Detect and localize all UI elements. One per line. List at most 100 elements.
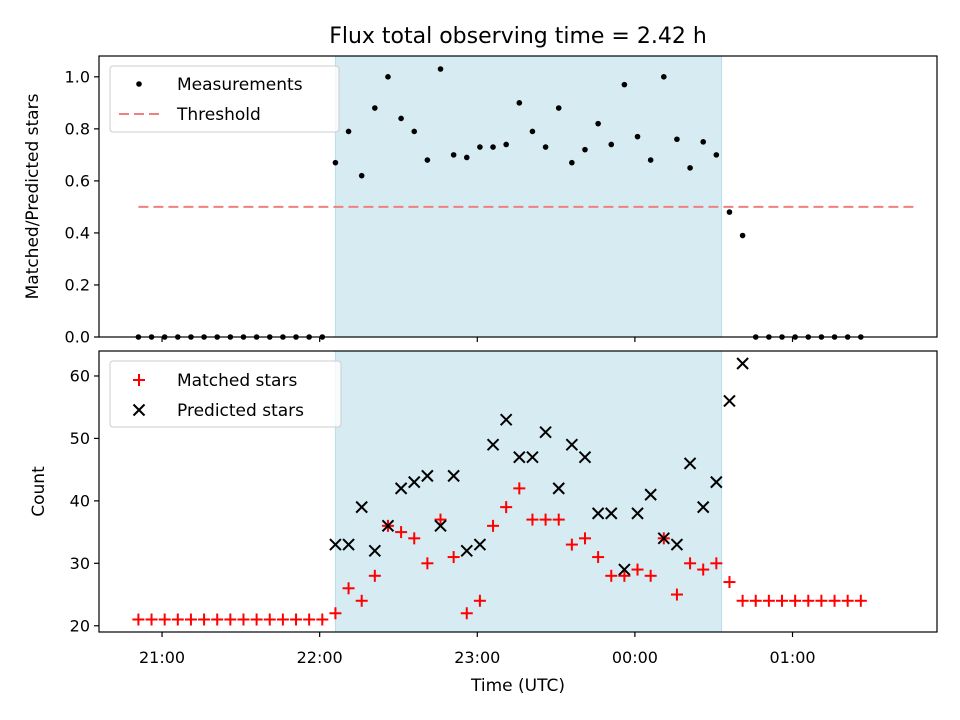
predicted-star-point [342,538,355,551]
matched-star-point [684,557,697,570]
axis-ticks-bottom: 20 30 40 50 60 21:00 22:00 23:00 00:00 01:00 [70,366,816,667]
matched-star-point [158,613,171,626]
predicted-star-point [552,482,565,495]
matched-star-point [526,513,539,526]
matched-star-point [618,569,631,582]
measurement-point [726,209,733,215]
legend-label-matched: Matched stars [177,371,297,391]
matched-star-point [841,594,854,607]
measurement-point [739,232,746,239]
matched-star-point [513,482,526,495]
measurement-point [634,133,641,140]
matched-star-point [605,569,618,582]
matched-star-point [184,613,197,626]
matched-star-point [250,613,263,626]
matched-star-point [723,576,736,589]
predicted-star-point [605,507,618,520]
y-tick-label: 30 [70,554,90,573]
measurement-point [463,154,470,161]
matched-star-point [434,513,447,526]
matched-star-point [578,532,591,545]
predicted-star-point [578,450,592,464]
predicted-star-point [394,482,408,495]
legend-label-measurements: Measurements [177,75,303,95]
measurement-point [621,81,628,88]
matched-star-point [355,594,368,607]
observing-span-bottom [334,350,723,633]
matched-star-point [224,613,237,626]
matched-star-point [329,607,342,620]
chart-title: Flux total observing time = 2.42 h [329,24,707,49]
matched-stars-series [132,482,867,626]
y-tick-label: 0.8 [65,119,90,138]
measurement-point [569,159,575,166]
predicted-star-point [473,538,487,551]
matched-star-point [710,557,723,570]
measurement-point [713,152,720,158]
legend-box-top [109,65,340,133]
panel-bottom: 20 30 40 50 60 21:00 22:00 23:00 00:00 01:00 Coun… [29,350,938,696]
measurement-point [647,157,654,163]
matched-star-point [316,613,329,626]
predicted-star-point [499,413,513,426]
matched-star-point [776,594,789,607]
matched-star-point [171,613,184,626]
legend-marker-predicted [132,403,146,417]
measurement-point [437,66,444,72]
measurement-point [529,128,536,135]
predicted-star-point [355,500,368,514]
measurement-point [398,115,404,122]
x-tick-label: 21:00 [139,648,185,667]
predicted-star-point [381,519,395,533]
measurement-point [490,144,496,150]
matched-star-point [670,588,683,601]
measurement-point [477,144,483,150]
predicted-star-point [631,507,644,520]
predicted-star-point [434,519,447,533]
measurement-point [674,136,680,143]
predicted-star-point [486,438,500,451]
matched-star-point [815,594,828,607]
measurement-point [660,74,667,80]
predicted-star-point [644,488,657,501]
y-tick-label: 0.4 [65,223,90,242]
axes-frame-bottom [98,350,938,633]
matched-star-point [697,563,710,576]
observing-span-top [334,55,723,338]
predicted-star-point [723,394,736,408]
predicted-star-point [683,457,697,470]
panel-top: 0.0 0.2 0.4 0.6 0.8 1.0 Flux total observing … [23,24,938,347]
x-tick-label: 22:00 [297,648,343,667]
y-tick-label: 0.6 [65,171,90,190]
measurement-point [385,74,391,80]
matched-star-point [145,613,158,626]
x-axis-label: Time (UTC) [470,676,565,696]
measurement-point [503,141,509,148]
y-axis-label-top: Matched/Predicted stars [23,93,43,299]
x-tick-label: 23:00 [454,648,500,667]
matched-star-point [762,594,775,607]
matched-star-point [303,613,316,626]
x-tick-label: 00:00 [612,648,658,667]
measurement-point [411,128,418,135]
measurement-point [700,139,707,145]
predicted-star-point [513,450,526,464]
legend-marker-matched [133,374,145,386]
matched-star-point [473,594,486,607]
measurement-point [555,105,562,111]
y-tick-label: 0.0 [65,328,90,347]
predicted-star-point [526,450,539,464]
legend-marker-measurements [136,81,142,87]
matched-star-point [237,613,250,626]
matched-star-point [789,594,802,607]
x-tick-label: 01:00 [769,648,815,667]
measurement-point [424,157,431,163]
measurement-point [687,165,693,171]
matched-star-point [552,513,565,526]
y-tick-label: 20 [70,616,90,635]
matched-star-point [460,607,473,620]
matched-star-point [132,613,145,626]
legend-top: Measurements Threshold [109,65,340,133]
matched-star-point [802,594,815,607]
matched-star-point [631,563,644,576]
